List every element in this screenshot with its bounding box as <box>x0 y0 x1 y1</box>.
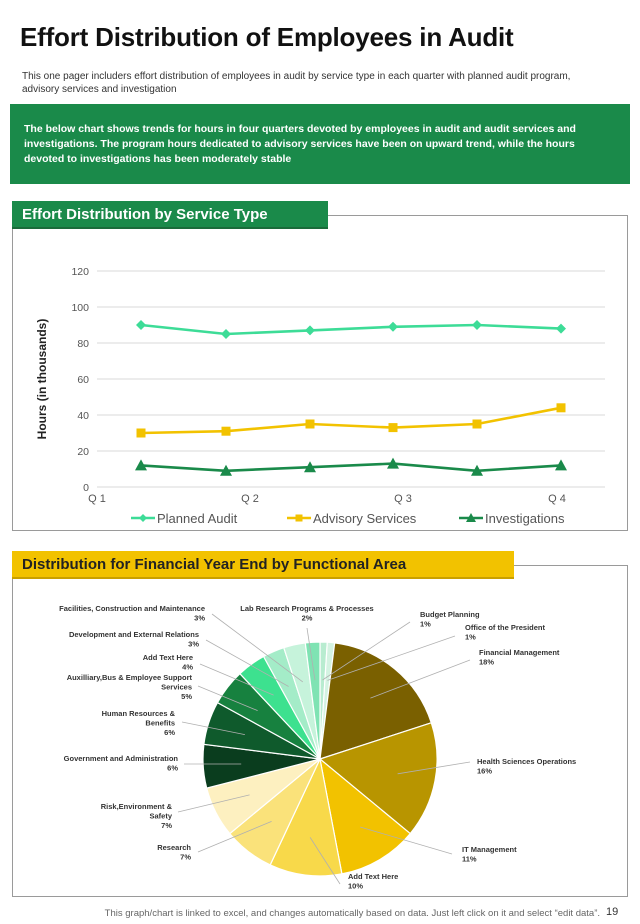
y-axis-title: Hours (in thousands) <box>35 319 49 440</box>
pie-slice <box>319 642 433 760</box>
pie-label: Add Text Here 10% <box>348 872 398 891</box>
pie-label: Auxilliary,Bus & Employee Support Service… <box>67 673 193 701</box>
data-point <box>221 426 231 436</box>
pie-label: Development and External Relations 3% <box>69 630 199 649</box>
line-chart-section-title: Effort Distribution by Service Type <box>12 201 328 229</box>
pie-label: Financial Management 18% <box>479 648 560 667</box>
pie-label: Risk,Environment & Safety 7% <box>101 802 173 830</box>
pie-label: Office of the President 1% <box>465 623 546 642</box>
data-point <box>556 403 566 413</box>
pie-slice <box>319 757 412 875</box>
data-point <box>304 461 316 473</box>
pie-label: Facilities, Construction and Maintenance… <box>59 604 205 623</box>
footer-note: This graph/chart is linked to excel, and… <box>104 908 600 919</box>
data-point <box>555 459 567 471</box>
page-subtitle: This one pager includers effort distribu… <box>22 71 571 95</box>
data-point <box>471 464 483 476</box>
data-point <box>135 459 147 471</box>
pie-leader-line <box>181 721 245 735</box>
summary-banner: The below chart shows trends for hours i… <box>10 104 630 184</box>
pie-leader-line <box>397 761 471 775</box>
x-tick-label: Q 1 <box>88 493 106 505</box>
pie-label: IT Management 11% <box>462 845 517 864</box>
data-point <box>388 423 398 433</box>
pie-slice <box>269 757 343 877</box>
pie-leader-line <box>177 794 250 813</box>
pie-leader-line <box>199 663 274 696</box>
pie-leader-line <box>327 635 456 681</box>
page-number: 19 <box>606 906 619 918</box>
data-point <box>220 464 232 476</box>
legend-marker <box>466 513 476 522</box>
pie-leader-line <box>197 821 272 853</box>
pie-leader-line <box>370 659 471 699</box>
y-tick-label: 0 <box>83 482 89 494</box>
legend-label: Planned Audit <box>157 511 238 526</box>
y-tick-label: 20 <box>77 446 89 458</box>
series-line-0 <box>140 323 562 336</box>
data-point <box>136 428 146 438</box>
y-tick-label: 80 <box>77 338 89 350</box>
pie-leader-line <box>306 627 316 681</box>
y-tick-label: 60 <box>77 374 89 386</box>
pie-label: Government and Administration 6% <box>64 754 179 773</box>
pie-label: Budget Planning 1% <box>420 610 480 629</box>
pie-leader-line <box>309 837 341 885</box>
pie-label: Lab Research Programs & Processes 2% <box>240 604 373 623</box>
pie-chart-section-title: Distribution for Financial Year End by F… <box>12 551 514 579</box>
data-point <box>305 325 315 336</box>
pie-leader-line <box>211 613 304 683</box>
page-title: Effort Distribution of Employees in Audi… <box>20 22 514 52</box>
data-point <box>387 457 399 469</box>
pie-leader-line <box>322 621 411 681</box>
data-point <box>136 320 146 330</box>
legend-label: Investigations <box>485 511 565 526</box>
pie-label: Research 7% <box>157 843 191 862</box>
pie-label: Add Text Here 4% <box>143 653 194 672</box>
pie-slice <box>318 722 438 835</box>
data-point <box>305 419 315 429</box>
y-tick-label: 120 <box>71 266 89 278</box>
x-tick-label: Q 2 <box>241 493 259 505</box>
y-tick-label: 100 <box>71 302 89 314</box>
pie-leader-line <box>205 639 289 687</box>
y-tick-label: 40 <box>77 410 89 422</box>
pie-leader-line <box>360 826 453 855</box>
data-point <box>388 321 398 332</box>
legend-marker <box>295 514 303 522</box>
data-point <box>221 329 231 339</box>
pie-label: Human Resources & Benefits 6% <box>102 709 176 737</box>
legend-label: Advisory Services <box>313 511 417 526</box>
data-point <box>556 323 566 334</box>
data-point <box>472 320 482 330</box>
pie-leader-line <box>197 685 258 711</box>
pie-label: Health Sciences Operations 16% <box>477 757 576 776</box>
x-tick-label: Q 4 <box>548 493 566 505</box>
data-point <box>472 419 482 429</box>
series-line-2 <box>140 462 562 473</box>
pie-slice <box>304 641 321 760</box>
series-line-1 <box>140 406 562 435</box>
legend-marker <box>139 514 147 522</box>
x-tick-label: Q 3 <box>394 493 412 505</box>
